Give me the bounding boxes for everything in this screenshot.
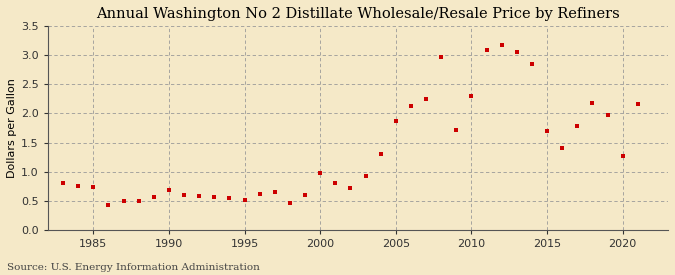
Y-axis label: Dollars per Gallon: Dollars per Gallon — [7, 78, 17, 178]
Point — [315, 171, 325, 175]
Point — [269, 190, 280, 194]
Point — [512, 50, 522, 55]
Point — [163, 188, 174, 192]
Point — [481, 47, 492, 52]
Point — [451, 128, 462, 132]
Point — [557, 146, 568, 151]
Point — [526, 62, 537, 66]
Point — [617, 154, 628, 158]
Point — [88, 185, 99, 189]
Point — [345, 186, 356, 190]
Point — [390, 119, 401, 123]
Point — [148, 194, 159, 199]
Point — [602, 112, 613, 117]
Point — [587, 101, 598, 105]
Point — [632, 101, 643, 106]
Point — [406, 104, 416, 108]
Point — [466, 94, 477, 98]
Point — [572, 124, 583, 128]
Point — [375, 152, 386, 156]
Point — [224, 196, 235, 200]
Point — [330, 181, 341, 185]
Point — [209, 194, 219, 199]
Point — [239, 197, 250, 202]
Point — [541, 129, 552, 133]
Point — [103, 203, 114, 208]
Point — [73, 183, 84, 188]
Point — [300, 193, 310, 197]
Text: Source: U.S. Energy Information Administration: Source: U.S. Energy Information Administ… — [7, 263, 260, 272]
Point — [254, 191, 265, 196]
Point — [57, 181, 68, 185]
Title: Annual Washington No 2 Distillate Wholesale/Resale Price by Refiners: Annual Washington No 2 Distillate Wholes… — [96, 7, 620, 21]
Point — [133, 199, 144, 204]
Point — [421, 97, 431, 101]
Point — [284, 201, 295, 205]
Point — [118, 199, 129, 203]
Point — [179, 193, 190, 197]
Point — [436, 54, 447, 59]
Point — [360, 174, 371, 178]
Point — [194, 194, 205, 198]
Point — [496, 43, 507, 48]
